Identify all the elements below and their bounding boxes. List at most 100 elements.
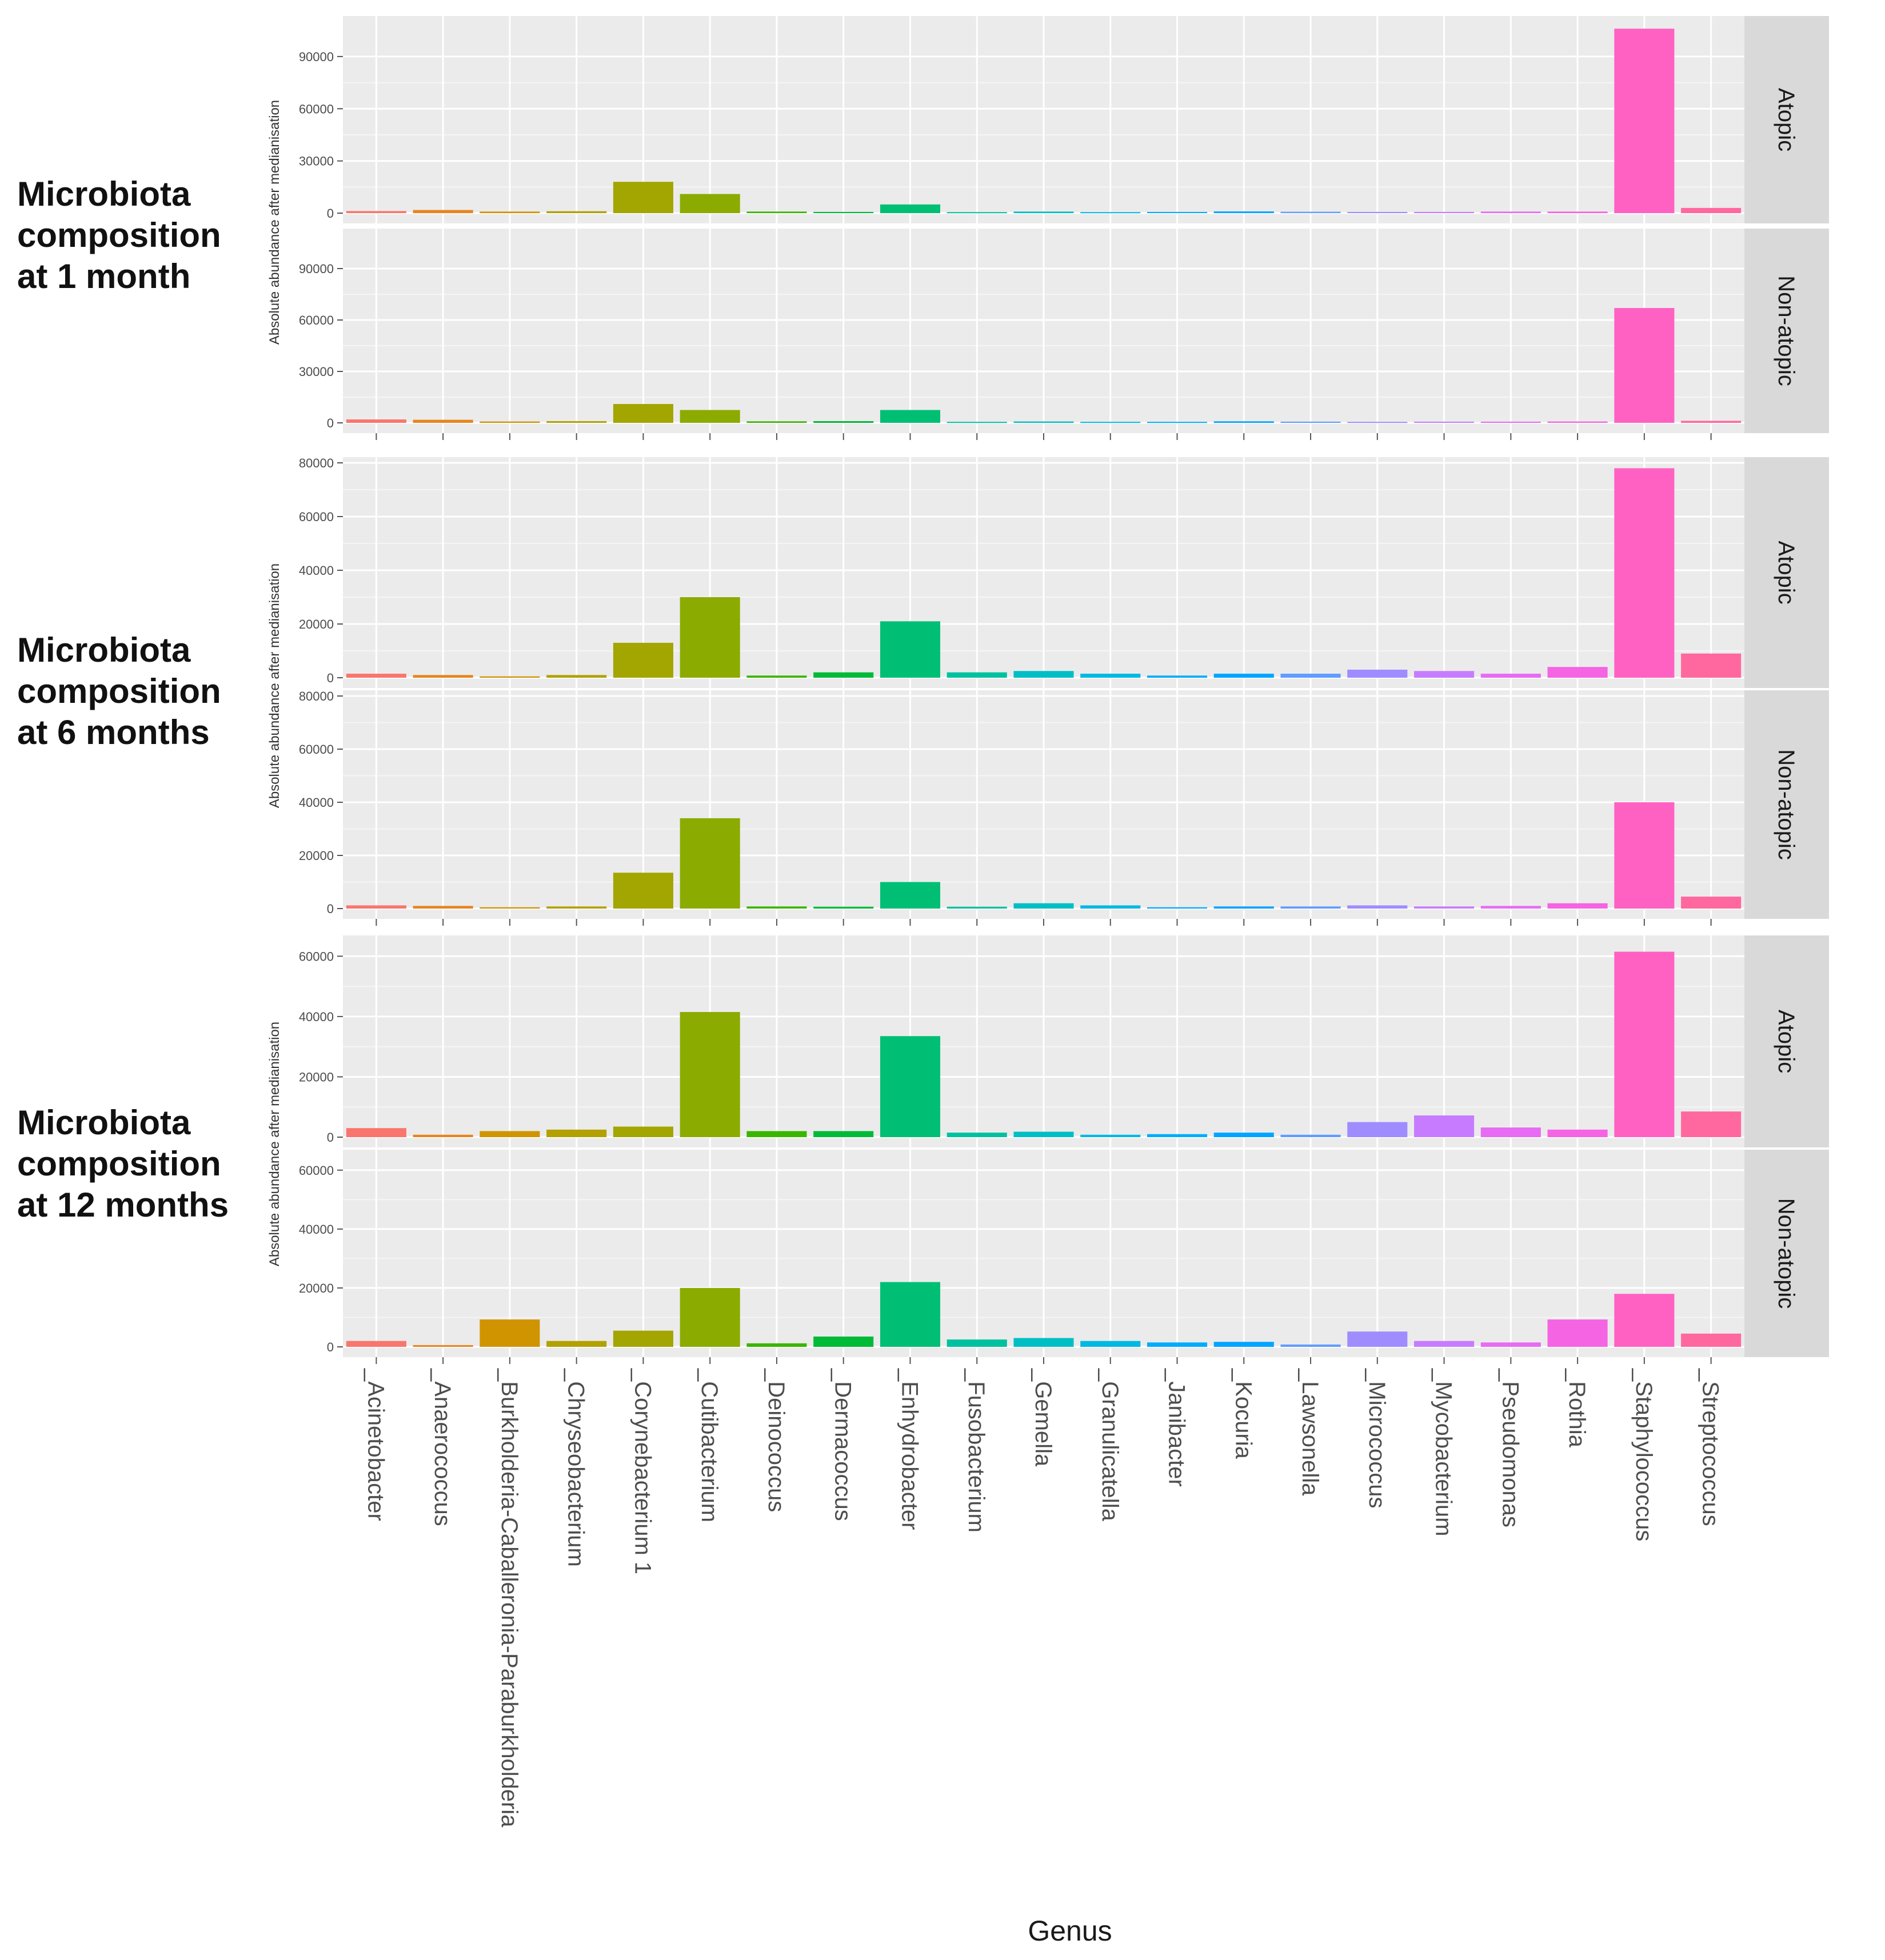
y-tick-label: 60000 (299, 949, 334, 963)
y-tick-label: 40000 (299, 1222, 334, 1237)
bar-enhydrobacter (880, 204, 941, 213)
bar-janibacter (1147, 907, 1208, 909)
bar-staphylococcus (1614, 1294, 1675, 1347)
bar-cutibacterium (680, 597, 740, 678)
y-tick-label: 40000 (299, 1010, 334, 1024)
bar-mycobacterium (1414, 671, 1475, 678)
bar-gemella (1013, 671, 1074, 678)
bar-lawsonella (1280, 211, 1341, 213)
bar-cutibacterium (680, 1287, 740, 1347)
bar-fusobacterium (947, 1339, 1007, 1347)
y-tick-label: 20000 (299, 617, 334, 631)
bar-granulicatella (1080, 1341, 1141, 1347)
x-tick-label: _Enhydrobacter (897, 1368, 922, 1530)
bar-enhydrobacter (880, 882, 941, 909)
bar-deinococcus (746, 421, 807, 423)
bar-gemella (1013, 421, 1074, 423)
facet-strip (1744, 16, 1829, 223)
bar-micrococcus (1347, 905, 1408, 909)
bar-deinococcus (746, 1343, 807, 1347)
bar-corynebacterium-1 (613, 873, 673, 909)
bar-streptococcus (1681, 207, 1742, 213)
bar-streptococcus (1681, 421, 1742, 423)
bar-staphylococcus (1614, 29, 1675, 213)
bar-corynebacterium-1 (613, 404, 673, 423)
y-tick-label: 40000 (299, 563, 334, 578)
y-tick-label: 80000 (299, 456, 334, 470)
bar-chryseobacterium (546, 211, 607, 213)
bar-lawsonella (1280, 906, 1341, 909)
chart-root: Microbiota composition at 1 month Absolute … (17, 16, 1829, 1947)
x-tick-label: _Acinetobacter (363, 1368, 388, 1521)
bar-anaerococcus (413, 675, 473, 678)
bar-burkholderia-caballeronia-paraburkholderia (480, 907, 540, 909)
x-tick-label: _Staphylococcus (1631, 1368, 1656, 1541)
x-tick-label: _Janibacter (1164, 1368, 1189, 1487)
bar-burkholderia-caballeronia-paraburkholderia (480, 676, 540, 678)
x-tick-label: _Deinococcus (764, 1368, 789, 1512)
bar-fusobacterium (947, 906, 1007, 909)
bar-mycobacterium (1414, 1341, 1475, 1347)
bar-anaerococcus (413, 1134, 473, 1137)
facet-strip (1744, 935, 1829, 1147)
time-point-group-1: Microbiota composition at 1 month Absolute … (17, 16, 1829, 440)
y-tick-label: 0 (327, 1130, 334, 1145)
section-title-line: Microbiota (17, 175, 191, 213)
y-tick-label: 90000 (299, 262, 334, 276)
bar-kocuria (1213, 1133, 1274, 1137)
bar-gemella (1013, 211, 1074, 213)
y-axis-title: Absolute abundance after medianisation (267, 563, 282, 808)
x-tick-label: _Mycobacterium (1431, 1368, 1456, 1536)
bar-chryseobacterium (546, 906, 607, 909)
bar-pseudomonas (1480, 1342, 1541, 1347)
y-tick-label: 0 (327, 416, 334, 430)
bar-corynebacterium-1 (613, 182, 673, 213)
bar-corynebacterium-1 (613, 642, 673, 678)
x-tick-label: _Streptococcus (1698, 1368, 1723, 1526)
bar-corynebacterium-1 (613, 1126, 673, 1137)
bar-cutibacterium (680, 194, 740, 213)
bar-fusobacterium (947, 422, 1007, 423)
y-tick-label: 0 (327, 206, 334, 221)
bar-lawsonella (1280, 421, 1341, 423)
bar-rothia (1547, 1319, 1608, 1347)
facet-panel-atopic: 0 20000 40000 60000 80000 Atopic (299, 456, 1829, 688)
bar-deinococcus (746, 1131, 807, 1137)
facet-panel-atopic: 0 30000 60000 90000 Atopic (299, 16, 1829, 223)
bar-mycobacterium (1414, 906, 1475, 909)
x-tick-label: _Corynebacterium 1 (630, 1368, 655, 1574)
facet-panel-atopic: 0 20000 40000 60000 Atopic (299, 935, 1829, 1147)
bar-streptococcus (1681, 653, 1742, 678)
bar-gemella (1013, 1338, 1074, 1347)
bar-staphylococcus (1614, 308, 1675, 423)
facet-strip-label: Atopic (1774, 1010, 1799, 1073)
bar-enhydrobacter (880, 410, 941, 423)
x-tick-label: _Anaerococcus (430, 1368, 455, 1526)
bar-enhydrobacter (880, 1282, 941, 1347)
bar-pseudomonas (1480, 906, 1541, 909)
y-axis-title: Absolute abundance after medianisation (267, 100, 282, 345)
section-title-line: Microbiota (17, 1103, 191, 1142)
bar-streptococcus (1681, 1333, 1742, 1347)
bar-granulicatella (1080, 673, 1141, 678)
bar-rothia (1547, 667, 1608, 678)
bar-dermacoccus (813, 672, 874, 678)
bar-dermacoccus (813, 906, 874, 909)
bar-mycobacterium (1414, 211, 1475, 213)
bar-granulicatella (1080, 1134, 1141, 1137)
facet-strip (1744, 690, 1829, 919)
y-tick-label: 0 (327, 671, 334, 685)
y-tick-label: 60000 (299, 1163, 334, 1178)
bar-chryseobacterium (546, 1341, 607, 1347)
y-axis-title: Absolute abundance after medianisation (267, 1022, 282, 1266)
bar-corynebacterium-1 (613, 1330, 673, 1347)
bar-kocuria (1213, 673, 1274, 678)
section-title-line: composition (17, 672, 221, 710)
bar-dermacoccus (813, 1336, 874, 1347)
y-tick-label: 0 (327, 1340, 334, 1354)
bar-rothia (1547, 421, 1608, 423)
bar-rothia (1547, 903, 1608, 909)
bar-dermacoccus (813, 211, 874, 213)
bar-granulicatella (1080, 422, 1141, 423)
y-tick-label: 30000 (299, 154, 334, 169)
